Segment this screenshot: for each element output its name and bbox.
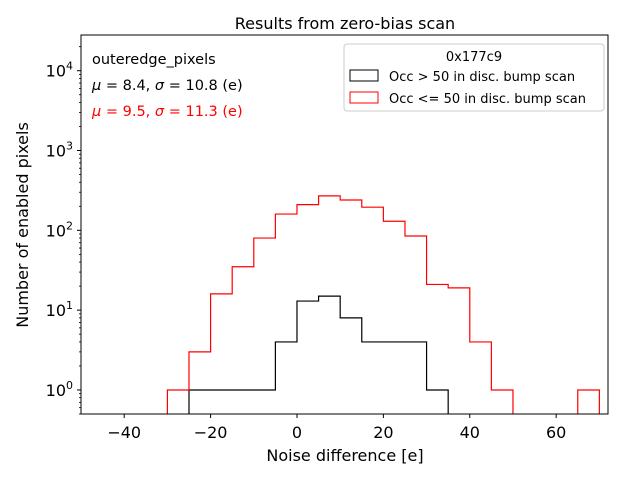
mu-eq: = — [106, 104, 118, 120]
histogram-bin — [405, 236, 427, 414]
histogram-bin — [340, 200, 362, 414]
x-tick-label: 0 — [292, 423, 302, 442]
histogram-bin — [578, 390, 600, 414]
stats-comma: , — [146, 78, 151, 94]
region-label: outeredge_pixels — [92, 52, 216, 68]
series-1 — [166, 195, 600, 414]
mu-value-red: 9.5 — [123, 104, 146, 120]
legend-swatch-red — [349, 91, 379, 104]
series-0 — [188, 295, 449, 414]
x-tick-label: 60 — [546, 423, 566, 442]
unit-black: (e) — [222, 78, 242, 94]
mu-symbol: μ — [91, 104, 101, 120]
legend-label-red: Occ <= 50 in disc. bump scan — [389, 92, 586, 107]
histogram-bin — [275, 214, 297, 414]
sigma-value-red: 11.3 — [185, 104, 217, 120]
sigma-eq: = — [169, 78, 181, 94]
y-tick-label: 103 — [46, 140, 73, 161]
legend-label-black: Occ > 50 in disc. bump scan — [389, 70, 575, 85]
histogram-step-line — [188, 295, 449, 414]
stats-red: μ = 9.5, σ = 11.3 (e) — [91, 104, 243, 120]
x-tick-label: 20 — [373, 423, 393, 442]
y-tick-label: 101 — [46, 299, 73, 320]
histogram-bin — [211, 294, 233, 414]
y-axis-label: Number of enabled pixels — [13, 122, 32, 328]
x-axis-label: Noise difference [e] — [266, 446, 423, 465]
histogram-bin — [362, 207, 384, 414]
histogram-bin — [297, 205, 319, 414]
histogram-bin — [232, 267, 254, 414]
histogram-bin — [448, 288, 470, 414]
mu-eq: = — [106, 78, 118, 94]
histogram-step-line — [166, 195, 514, 414]
legend-box — [343, 43, 605, 112]
histogram-step-line — [577, 389, 600, 414]
legend: 0x177c9 Occ > 50 in disc. bump scan Occ … — [343, 43, 605, 112]
histogram-bin — [470, 342, 492, 414]
legend-title: 0x177c9 — [446, 50, 502, 65]
legend-swatch-black — [349, 69, 379, 82]
sigma-symbol: σ — [155, 78, 165, 94]
plot-frame — [80, 34, 609, 415]
histogram-bin — [427, 284, 449, 414]
x-tick-label: −20 — [194, 423, 228, 442]
x-tick-label: 40 — [460, 423, 480, 442]
x-tick-label: −40 — [107, 423, 141, 442]
stats-comma: , — [146, 104, 151, 120]
mu-value-black: 8.4 — [123, 78, 146, 94]
histogram-bin — [167, 390, 189, 414]
y-tick-label: 102 — [46, 219, 73, 240]
histogram-bin — [189, 352, 211, 414]
ticks-layer: −40 −20 0 20 40 60 100 101 102 103 104 — [46, 46, 566, 442]
y-tick-label: 100 — [46, 379, 73, 400]
chart-title: Results from zero-bias scan — [235, 14, 455, 33]
y-tick-label: 104 — [46, 60, 73, 81]
series-layer — [166, 195, 600, 414]
histogram-bin — [254, 238, 276, 414]
mu-symbol: μ — [91, 78, 101, 94]
sigma-eq: = — [169, 104, 181, 120]
sigma-value-black: 10.8 — [185, 78, 217, 94]
unit-red: (e) — [222, 104, 242, 120]
histogram-bin — [491, 390, 513, 414]
sigma-symbol: σ — [155, 104, 165, 120]
histogram-bin — [383, 221, 405, 414]
histogram-bin — [319, 196, 341, 414]
stats-black: μ = 8.4, σ = 10.8 (e) — [91, 78, 243, 94]
